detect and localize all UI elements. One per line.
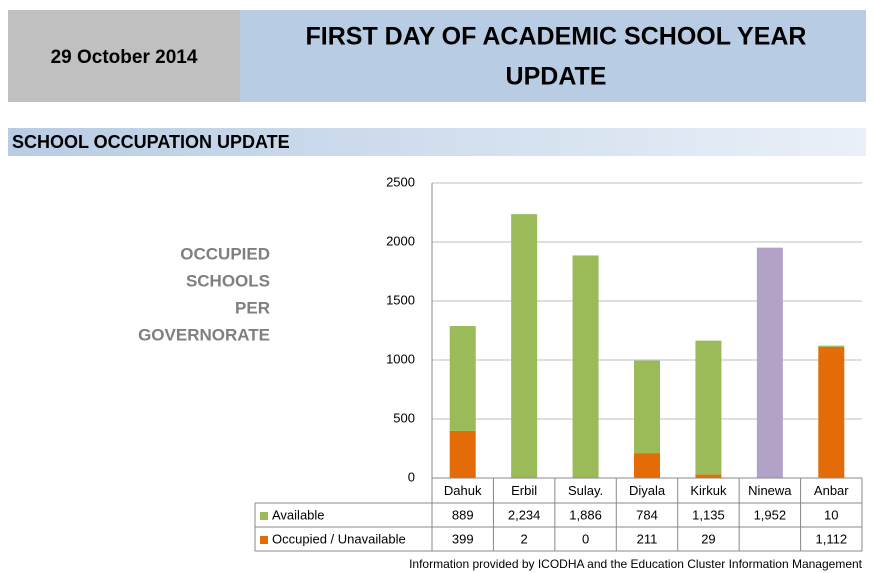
side-label: OCCUPIED [180, 244, 270, 263]
y-tick-label: 0 [408, 469, 415, 484]
y-tick-label: 1000 [386, 351, 415, 366]
table-value: 0 [582, 531, 589, 546]
legend-swatch [260, 512, 268, 520]
bar [634, 360, 660, 454]
bar [756, 247, 783, 478]
table-value: 211 [637, 531, 658, 546]
side-label: PER [235, 298, 270, 317]
bar [511, 214, 538, 478]
table-value: 1,952 [754, 507, 787, 522]
bar [695, 340, 722, 475]
bar [818, 346, 845, 478]
bar [695, 474, 722, 478]
table-value: 1,112 [815, 531, 847, 546]
table-value: 1,886 [569, 507, 602, 522]
bar [572, 255, 599, 478]
x-tick-label: Dahuk [444, 483, 482, 498]
table-value: 29 [701, 531, 715, 546]
date-box [8, 10, 240, 102]
date: 29 October 2014 [51, 47, 198, 68]
x-tick-label: Sulay. [568, 483, 603, 498]
section-bar [8, 128, 866, 156]
bar [818, 345, 845, 347]
x-tick-label: Anbar [814, 483, 849, 498]
legend-label: Occupied / Unavailable [272, 531, 406, 546]
table-value: 2 [521, 531, 528, 546]
side-label: SCHOOLS [186, 271, 270, 290]
table-value: 399 [452, 531, 474, 546]
legend-swatch [260, 536, 268, 544]
title-line: UPDATE [506, 63, 607, 91]
table-value: 1,135 [692, 507, 725, 522]
x-tick-label: Kirkuk [690, 483, 727, 498]
y-tick-label: 500 [393, 410, 415, 425]
section-title: SCHOOL OCCUPATION UPDATE [12, 132, 290, 152]
bar [449, 430, 476, 478]
x-tick-label: Erbil [511, 483, 537, 498]
x-tick-label: Diyala [629, 483, 666, 498]
table-value: 10 [824, 507, 838, 522]
footer: Information provided by ICODHA and the E… [409, 557, 863, 571]
y-tick-label: 2500 [386, 174, 415, 189]
table-value: 2,234 [508, 507, 541, 522]
side-label: GOVERNORATE [138, 325, 270, 344]
table-value: 784 [636, 507, 658, 522]
table-value: 889 [452, 507, 474, 522]
y-tick-label: 1500 [386, 292, 415, 307]
bar [634, 453, 660, 478]
bar [449, 326, 476, 431]
x-tick-label: Ninewa [748, 483, 792, 498]
title-line: FIRST DAY OF ACADEMIC SCHOOL YEAR [306, 23, 807, 51]
legend-label: Available [272, 507, 325, 522]
y-tick-label: 2000 [386, 233, 415, 248]
title-box [240, 10, 866, 102]
